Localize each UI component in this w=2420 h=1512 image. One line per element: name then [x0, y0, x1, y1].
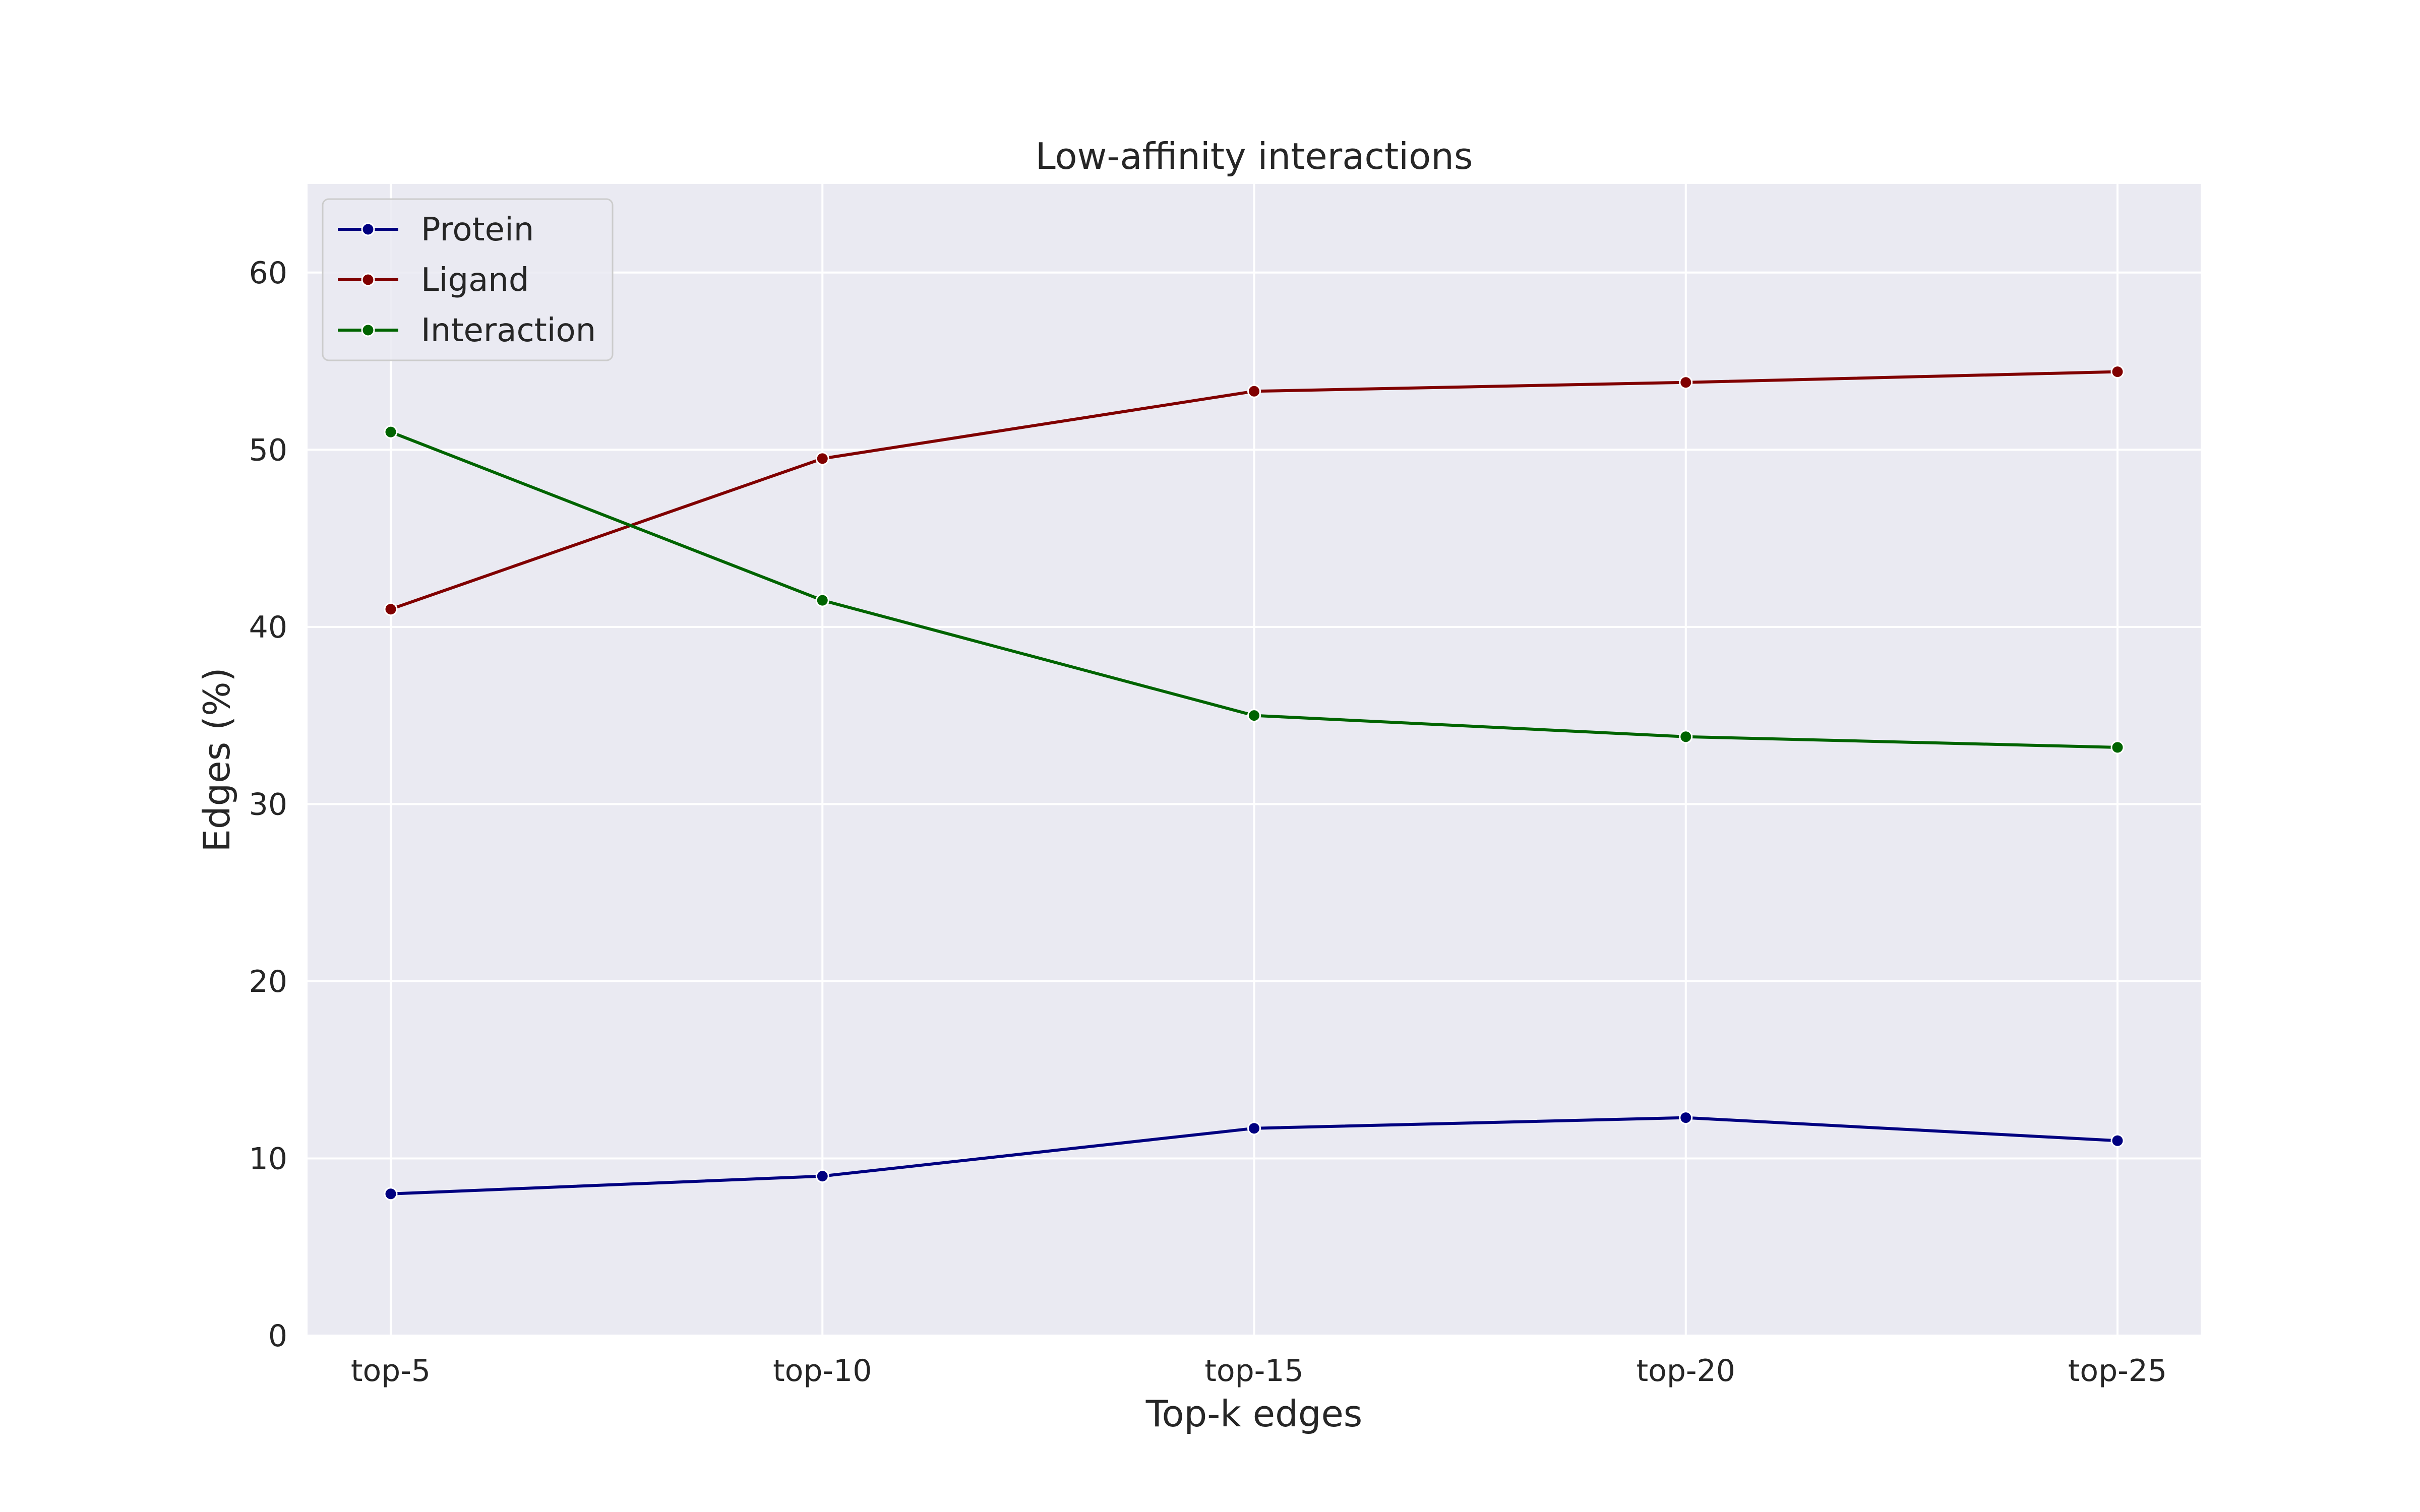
data-point-ligand [2110, 365, 2125, 379]
chart-title: Low-affinity interactions [1036, 135, 1473, 177]
data-point-ligand [384, 602, 398, 616]
x-tick-label: top-20 [1637, 1353, 1735, 1389]
data-point-protein [1679, 1111, 1693, 1125]
y-tick-label: 40 [249, 610, 287, 645]
legend-marker-protein [361, 222, 375, 236]
x-axis-label: Top-k edges [1145, 1393, 1363, 1435]
legend-item-ligand: Ligand [338, 262, 529, 299]
y-tick-label: 10 [249, 1141, 287, 1176]
x-tick-label: top-25 [2068, 1353, 2167, 1389]
data-point-interaction [815, 593, 829, 607]
data-point-interaction [2110, 740, 2125, 754]
legend-label-ligand: Ligand [421, 262, 529, 299]
data-point-interaction [1679, 730, 1693, 744]
data-point-ligand [1679, 375, 1693, 390]
y-tick-label: 20 [249, 964, 287, 999]
data-point-ligand [815, 452, 829, 466]
legend-item-protein: Protein [338, 211, 534, 248]
series-protein [384, 1111, 2125, 1201]
x-tick-label: top-10 [773, 1353, 872, 1389]
x-tick-label: top-15 [1204, 1353, 1303, 1389]
legend-marker-interaction [361, 323, 375, 337]
data-point-protein [384, 1187, 398, 1201]
y-tick-label: 30 [249, 787, 287, 822]
x-tick-label: top-5 [351, 1353, 431, 1389]
y-tick-label: 0 [268, 1318, 287, 1354]
x-tick-labels: top-5 top-10 top-15 top-20 top-25 [351, 1353, 2167, 1389]
data-point-protein [2110, 1133, 2125, 1148]
data-point-protein [815, 1169, 829, 1183]
y-tick-labels: 0 10 20 30 40 50 60 [249, 256, 287, 1354]
y-axis-label: Edges (%) [196, 667, 238, 852]
series-interaction [384, 425, 2125, 754]
data-point-ligand [1247, 384, 1261, 398]
series-ligand [384, 365, 2125, 616]
y-tick-label: 60 [249, 256, 287, 291]
data-point-interaction [384, 425, 398, 439]
data-point-protein [1247, 1121, 1261, 1136]
legend: Protein Ligand Interaction [322, 198, 614, 361]
legend-marker-ligand [361, 273, 375, 287]
data-point-interaction [1247, 709, 1261, 723]
legend-label-interaction: Interaction [421, 312, 596, 349]
legend-box [322, 198, 614, 361]
grid-lines [308, 184, 2201, 1337]
legend-label-protein: Protein [421, 211, 534, 248]
legend-item-interaction: Interaction [338, 312, 596, 349]
y-tick-label: 50 [249, 432, 287, 468]
series-group [384, 365, 2125, 1201]
